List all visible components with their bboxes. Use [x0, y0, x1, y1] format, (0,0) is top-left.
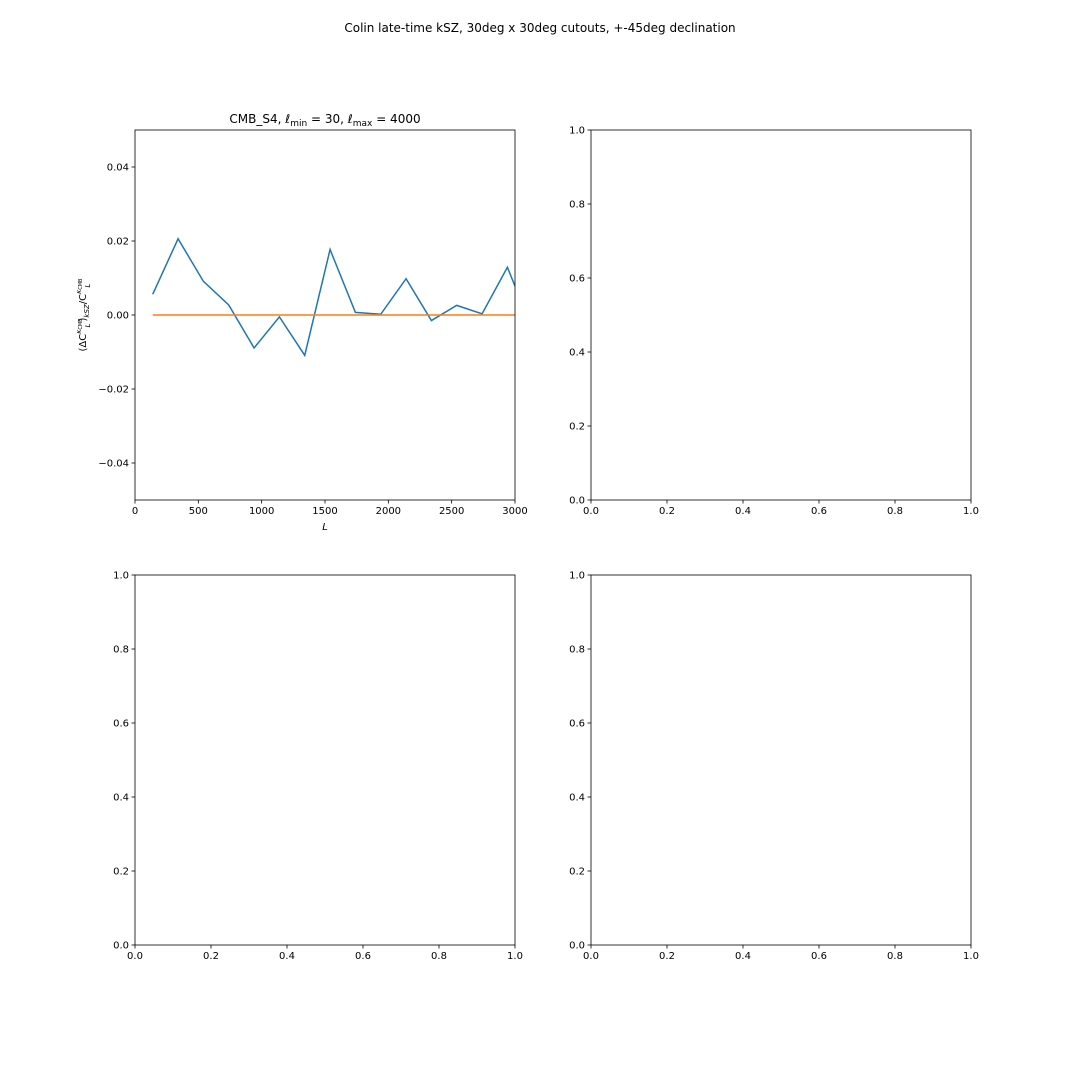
panel-title: CMB_S4, ℓmin = 30, ℓmax = 4000 — [229, 112, 420, 129]
panel-top-left: 0 500 1000 1500 2000 2500 3000 −0.04 −0.02 0.00 0.… — [75, 112, 528, 533]
x-tick-label: 3000 — [502, 506, 527, 517]
x-tick-label: 0.0 — [127, 951, 143, 962]
x-tick-label: 0.8 — [887, 951, 903, 962]
x-tick-label: 1.0 — [963, 951, 979, 962]
y-tick-label: 0.4 — [113, 793, 129, 804]
x-tick-label: 1500 — [312, 506, 337, 517]
panel-bottom-right: 0.0 0.2 0.4 0.6 0.8 1.0 0.0 0.2 0.4 0.6 0.8 1.0 — [569, 571, 979, 963]
y-tick-label: 0.6 — [113, 719, 129, 730]
x-tick-label: 0.2 — [659, 951, 675, 962]
y-axis-label: (ΔCκCMBL)kSZ/CκCMBL — [75, 278, 92, 352]
y-tick-label: 0.2 — [569, 422, 585, 433]
y-tick-label: 0.04 — [107, 163, 129, 174]
x-tick-label: 0.6 — [811, 951, 827, 962]
x-tick-label: 0.8 — [887, 506, 903, 517]
x-tick-label: 0.6 — [811, 506, 827, 517]
x-tick-label: 0.4 — [279, 951, 295, 962]
x-tick-label: 2000 — [376, 506, 401, 517]
x-tick-label: 0.4 — [735, 506, 751, 517]
x-tick-label: 0 — [132, 506, 138, 517]
y-tick-label: 1.0 — [569, 126, 585, 137]
panel-bottom-left: 0.0 0.2 0.4 0.6 0.8 1.0 0.0 0.2 0.4 0.6 0.8 1.0 — [113, 571, 523, 963]
x-tick-label: 1.0 — [507, 951, 523, 962]
axes-frame — [590, 129, 972, 501]
panel-top-right: 0.0 0.2 0.4 0.6 0.8 1.0 0.0 0.2 0.4 0.6 0.8 1.0 — [569, 126, 979, 518]
figure-title: Colin late-time kSZ, 30deg x 30deg cutou… — [344, 21, 735, 35]
axes-frame — [590, 574, 972, 946]
x-tick-label: 0.2 — [659, 506, 675, 517]
x-axis-label: L — [322, 522, 328, 533]
y-tick-label: 0.6 — [569, 719, 585, 730]
x-tick-label: 1.0 — [963, 506, 979, 517]
y-tick-label: 0.0 — [113, 941, 129, 952]
y-tick-label: 0.6 — [569, 274, 585, 285]
axes-frame — [134, 574, 516, 946]
y-tick-label: 0.0 — [569, 496, 585, 507]
x-tick-label: 0.2 — [203, 951, 219, 962]
y-tick-label: 0.0 — [569, 941, 585, 952]
x-tick-label: 0.4 — [735, 951, 751, 962]
y-tick-label: 1.0 — [113, 571, 129, 582]
y-tick-label: 0.4 — [569, 793, 585, 804]
y-tick-label: 0.4 — [569, 348, 585, 359]
y-tick-label: −0.04 — [98, 459, 129, 470]
x-tick-label: 500 — [189, 506, 208, 517]
y-tick-label: 0.8 — [113, 645, 129, 656]
series-line-0 — [152, 237, 515, 358]
y-tick-label: 1.0 — [569, 571, 585, 582]
x-tick-label: 0.8 — [431, 951, 447, 962]
y-tick-label: 0.8 — [569, 200, 585, 211]
x-tick-label: 2500 — [439, 506, 464, 517]
y-tick-label: 0.02 — [107, 237, 129, 248]
y-tick-label: 0.2 — [569, 867, 585, 878]
x-tick-label: 0.6 — [355, 951, 371, 962]
y-tick-label: 0.2 — [113, 867, 129, 878]
y-tick-label: −0.02 — [98, 385, 129, 396]
y-tick-label: 0.00 — [107, 311, 129, 322]
x-tick-label: 1000 — [249, 506, 274, 517]
x-tick-label: 0.0 — [583, 951, 599, 962]
y-tick-label: 0.8 — [569, 645, 585, 656]
x-tick-label: 0.0 — [583, 506, 599, 517]
